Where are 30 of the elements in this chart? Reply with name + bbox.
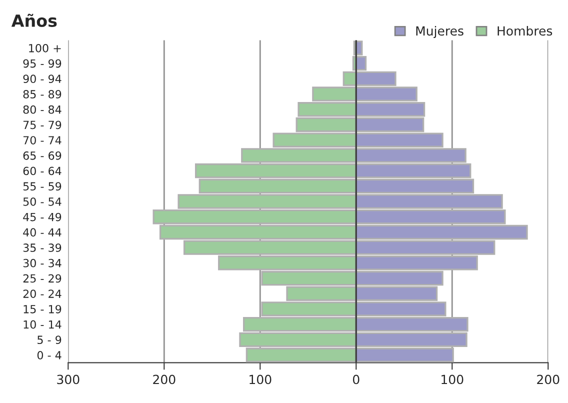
y-tick-label: 25 - 29 [23, 274, 62, 283]
y-tick-label: 95 - 99 [23, 59, 62, 68]
y-tick-label: 80 - 84 [23, 105, 62, 114]
y-tick-label: 55 - 59 [23, 182, 62, 191]
y-tick-label: 30 - 34 [23, 258, 62, 268]
y-tick-label: 0 - 4 [37, 351, 62, 360]
y-tick-label: 50 - 54 [23, 197, 62, 206]
y-tick-label: 15 - 19 [24, 304, 62, 314]
y-tick-label: 60 - 64 [23, 166, 62, 176]
y-tick-label: 85 - 89 [23, 90, 62, 98]
y-tick-label: 10 - 14 [24, 320, 62, 329]
y-tick-label: 65 - 69 [23, 151, 62, 160]
x-tick-label: 300 [57, 374, 80, 384]
x-tick-label: 100 [442, 374, 464, 384]
y-axis-title: Años [11, 14, 57, 28]
x-tick-label: 0 [352, 374, 360, 384]
y-tick-label: 35 - 39 [23, 244, 62, 252]
y-tick-label: 70 - 74 [23, 136, 62, 144]
y-tick-label: 100 + [29, 44, 61, 52]
y-tick-label: 40 - 44 [23, 228, 62, 237]
y-tick-label: 45 - 49 [23, 212, 62, 222]
legend-label: Mujeres [416, 26, 464, 38]
x-tick-label: 200 [537, 374, 560, 384]
x-tick-label: 200 [153, 374, 176, 384]
y-tick-label: 90 - 94 [23, 74, 62, 84]
y-tick-label: 5 - 9 [38, 336, 62, 344]
y-tick-label: 20 - 24 [23, 290, 62, 298]
x-tick-label: 100 [250, 374, 272, 384]
legend-label: Hombres [498, 26, 552, 36]
y-tick-label: 75 - 79 [23, 120, 62, 130]
